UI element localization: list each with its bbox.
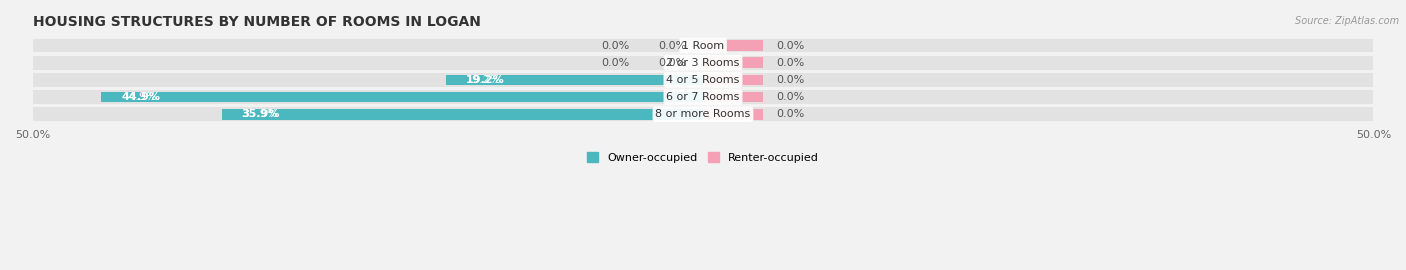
Bar: [32, 56, 1374, 70]
Text: 0.0%: 0.0%: [776, 75, 806, 85]
Text: HOUSING STRUCTURES BY NUMBER OF ROOMS IN LOGAN: HOUSING STRUCTURES BY NUMBER OF ROOMS IN…: [32, 15, 481, 29]
Bar: [101, 92, 703, 102]
Bar: [32, 73, 1374, 87]
Text: 8 or more Rooms: 8 or more Rooms: [655, 109, 751, 119]
Text: 35.9%: 35.9%: [242, 109, 277, 119]
Text: 0.0%: 0.0%: [776, 40, 806, 50]
Text: 0.0%: 0.0%: [658, 40, 688, 50]
Text: Source: ZipAtlas.com: Source: ZipAtlas.com: [1295, 16, 1399, 26]
Bar: [703, 40, 763, 51]
Legend: Owner-occupied, Renter-occupied: Owner-occupied, Renter-occupied: [582, 148, 824, 167]
Bar: [32, 90, 1374, 104]
Text: 1 Room: 1 Room: [682, 40, 724, 50]
Text: 6 or 7 Rooms: 6 or 7 Rooms: [666, 92, 740, 102]
Text: 19.2%: 19.2%: [465, 75, 505, 85]
Bar: [703, 75, 763, 85]
Text: 0.0%: 0.0%: [658, 58, 688, 68]
Bar: [222, 109, 703, 120]
Bar: [32, 39, 1374, 52]
Text: 44.9%: 44.9%: [121, 92, 160, 102]
Text: 0.0%: 0.0%: [776, 92, 806, 102]
Text: 0.0%: 0.0%: [600, 40, 630, 50]
Text: 44.9%: 44.9%: [121, 92, 156, 102]
Text: 0.0%: 0.0%: [776, 58, 806, 68]
Bar: [703, 92, 763, 102]
Text: 35.9%: 35.9%: [242, 109, 280, 119]
Bar: [703, 57, 763, 68]
Text: 4 or 5 Rooms: 4 or 5 Rooms: [666, 75, 740, 85]
Text: 19.2%: 19.2%: [465, 75, 501, 85]
Text: 2 or 3 Rooms: 2 or 3 Rooms: [666, 58, 740, 68]
Bar: [446, 75, 703, 85]
Text: 0.0%: 0.0%: [600, 58, 630, 68]
Bar: [32, 107, 1374, 121]
Bar: [703, 109, 763, 120]
Text: 0.0%: 0.0%: [776, 109, 806, 119]
